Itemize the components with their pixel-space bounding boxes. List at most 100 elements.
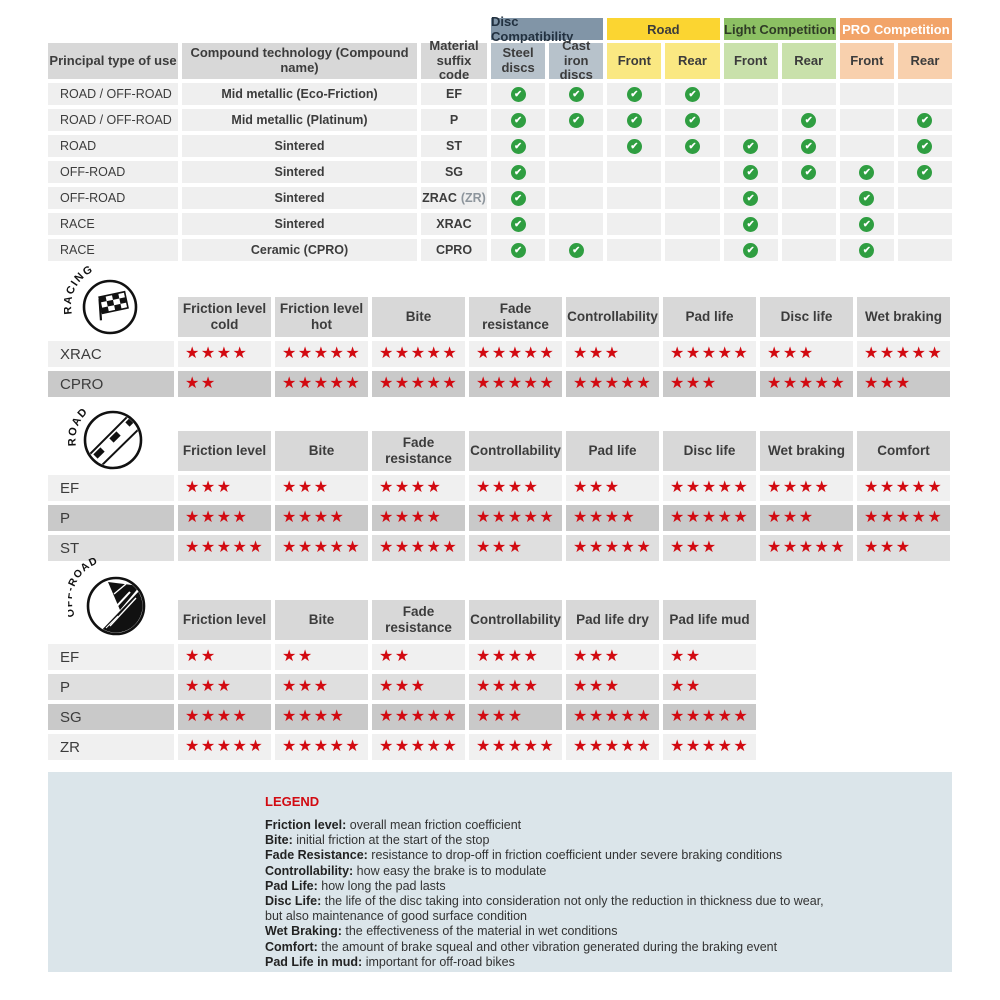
star-rating-pad-life-mud: ★★ bbox=[663, 644, 756, 670]
check-cell: ✔ bbox=[723, 187, 778, 209]
check-icon: ✔ bbox=[743, 216, 759, 232]
star-rating-pad-life-mud: ★★★★★ bbox=[663, 704, 756, 730]
road-icon: ROAD bbox=[66, 405, 143, 470]
star-icons: ★★★★★ bbox=[379, 375, 459, 392]
check-cell: ✔ bbox=[607, 83, 662, 105]
check-icon: ✔ bbox=[510, 190, 526, 206]
star-icons: ★★★ bbox=[573, 678, 621, 695]
compound-cell: Sintered bbox=[182, 213, 417, 235]
header-spacer bbox=[48, 600, 174, 640]
star-icons: ★★★★ bbox=[282, 708, 346, 725]
star-rating-bite: ★★★★ bbox=[275, 505, 368, 531]
check-cell: ✔ bbox=[897, 109, 952, 131]
column-header-wet-braking: Wet braking bbox=[760, 431, 853, 471]
compound-cell: Sintered bbox=[182, 135, 417, 157]
suffix-code: XRAC bbox=[436, 217, 472, 231]
star-rating-disc-life: ★★★★★ bbox=[663, 475, 756, 501]
table-row-ef: ROAD / OFF-ROAD Mid metallic (Eco-Frictio… bbox=[48, 83, 952, 105]
legend-entries: Friction level: overall mean friction co… bbox=[265, 818, 932, 970]
column-header-fade-resistance: Fade resistance bbox=[372, 600, 465, 640]
rating-row-st: ST ★★★★★ ★★★★★ ★★★★★ ★★★ ★★★★★ ★★★ ★★★★★ ★★★ bbox=[48, 535, 952, 561]
star-rating-wet-braking: ★★★★★ bbox=[760, 535, 853, 561]
star-rating-controllability: ★★★★ bbox=[469, 475, 562, 501]
star-icons: ★★★★★ bbox=[379, 738, 459, 755]
column-header-controllability: Controllability bbox=[469, 600, 562, 640]
row-label: XRAC bbox=[48, 341, 174, 367]
star-rating-friction-level: ★★★★ bbox=[178, 704, 271, 730]
suffix-note: (ZR) bbox=[460, 191, 486, 205]
compound-cell: Ceramic (CPRO) bbox=[182, 239, 417, 261]
check-icon: ✔ bbox=[568, 242, 584, 258]
use-cell: RACE bbox=[48, 213, 178, 235]
suffix-code: SG bbox=[444, 165, 464, 179]
suffix-cell: ZRAC (ZR) bbox=[421, 187, 487, 209]
star-rating-pad-life: ★★★★★ bbox=[663, 341, 756, 367]
empty-cell bbox=[607, 187, 662, 209]
star-rating-pad-life-mud: ★★★★★ bbox=[663, 734, 756, 760]
star-icons: ★★★ bbox=[767, 345, 815, 362]
check-icon: ✔ bbox=[510, 242, 526, 258]
check-cell: ✔ bbox=[665, 135, 720, 157]
star-icons: ★★★★★ bbox=[864, 479, 944, 496]
group-header-light-competition: Light Competition bbox=[723, 18, 836, 40]
use-cell: ROAD / OFF-ROAD bbox=[48, 83, 178, 105]
star-icons: ★★★★★ bbox=[476, 509, 556, 526]
star-rating-friction-level: ★★★★ bbox=[178, 505, 271, 531]
star-rating-fade-resistance: ★★★★★ bbox=[469, 341, 562, 367]
star-icons: ★★★★ bbox=[476, 479, 540, 496]
star-rating-friction-level: ★★ bbox=[178, 644, 271, 670]
check-cell: ✔ bbox=[549, 83, 604, 105]
check-icon: ✔ bbox=[743, 138, 759, 154]
star-rating-pad-life-dry: ★★★★★ bbox=[566, 734, 659, 760]
check-cell: ✔ bbox=[491, 135, 546, 157]
column-header-principal-type: Principal type of use bbox=[48, 43, 178, 79]
star-icons: ★★★ bbox=[864, 375, 912, 392]
check-icon: ✔ bbox=[684, 138, 700, 154]
check-cell: ✔ bbox=[781, 161, 836, 183]
legend-term: Controllability: bbox=[265, 863, 354, 878]
check-icon: ✔ bbox=[917, 138, 933, 154]
star-rating-bite: ★★★ bbox=[275, 475, 368, 501]
rating-table-road: Friction level Bite Fade resistance Control… bbox=[48, 431, 952, 565]
empty-cell bbox=[665, 187, 720, 209]
star-icons: ★★★ bbox=[185, 678, 233, 695]
column-header-bite: Bite bbox=[372, 297, 465, 337]
check-cell: ✔ bbox=[607, 109, 662, 131]
check-icon: ✔ bbox=[568, 86, 584, 102]
star-rating-pad-life-mud: ★★ bbox=[663, 674, 756, 700]
check-icon: ✔ bbox=[626, 86, 642, 102]
column-header-pad-life: Pad life bbox=[566, 431, 659, 471]
check-icon: ✔ bbox=[510, 216, 526, 232]
empty-cell bbox=[607, 239, 662, 261]
empty-cell bbox=[897, 187, 952, 209]
check-icon: ✔ bbox=[684, 112, 700, 128]
column-header-bite: Bite bbox=[275, 600, 368, 640]
rating-row-p: P ★★★ ★★★ ★★★ ★★★★ ★★★ ★★ bbox=[48, 674, 952, 700]
star-rating-friction-level-cold: ★★ bbox=[178, 371, 271, 397]
star-icons: ★★★★ bbox=[379, 479, 443, 496]
star-icons: ★★ bbox=[670, 648, 702, 665]
star-rating-fade-resistance: ★★★★★ bbox=[469, 371, 562, 397]
empty-cell bbox=[839, 109, 894, 131]
star-rating-controllability: ★★★★ bbox=[469, 674, 562, 700]
empty-cell bbox=[607, 213, 662, 235]
table-row-st: ROAD Sintered ST ✔ ✔ ✔ ✔ ✔ ✔ bbox=[48, 135, 952, 157]
star-rating-fade-resistance: ★★★★★ bbox=[372, 535, 465, 561]
star-rating-pad-life: ★★★★ bbox=[566, 505, 659, 531]
star-icons: ★★★★★ bbox=[282, 539, 362, 556]
empty-cell bbox=[897, 213, 952, 235]
check-cell: ✔ bbox=[897, 135, 952, 157]
empty-cell bbox=[665, 161, 720, 183]
column-header-comfort: Comfort bbox=[857, 431, 950, 471]
legend-entry: Bite: initial friction at the start of t… bbox=[265, 833, 490, 848]
group-header-disc-compatibility: Disc Compatibility bbox=[491, 14, 604, 44]
star-rating-pad-life-dry: ★★★ bbox=[566, 674, 659, 700]
subheader-disc-compatibility-cast-iron-discs: Cast iron discs bbox=[549, 38, 604, 82]
rating-table-racing: Friction level cold Friction level hot Bit… bbox=[48, 297, 952, 401]
check-cell: ✔ bbox=[839, 161, 894, 183]
empty-cell bbox=[665, 213, 720, 235]
check-cell: ✔ bbox=[665, 109, 720, 131]
check-cell: ✔ bbox=[665, 83, 720, 105]
star-rating-friction-level-cold: ★★★★ bbox=[178, 341, 271, 367]
